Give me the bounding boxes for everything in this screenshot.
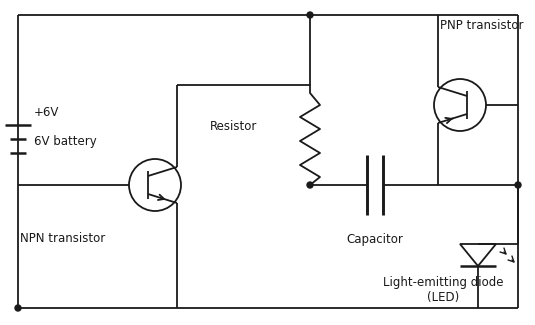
Circle shape [15,305,21,311]
Circle shape [307,182,313,188]
Text: PNP transistor: PNP transistor [440,19,524,32]
Circle shape [515,182,521,188]
Circle shape [307,12,313,18]
Text: Capacitor: Capacitor [347,233,403,246]
Text: Resistor: Resistor [210,121,257,134]
Text: 6V battery: 6V battery [34,135,97,148]
Text: Light-emitting diode
(LED): Light-emitting diode (LED) [383,276,503,304]
Text: +6V: +6V [34,107,59,120]
Text: NPN transistor: NPN transistor [20,232,105,245]
